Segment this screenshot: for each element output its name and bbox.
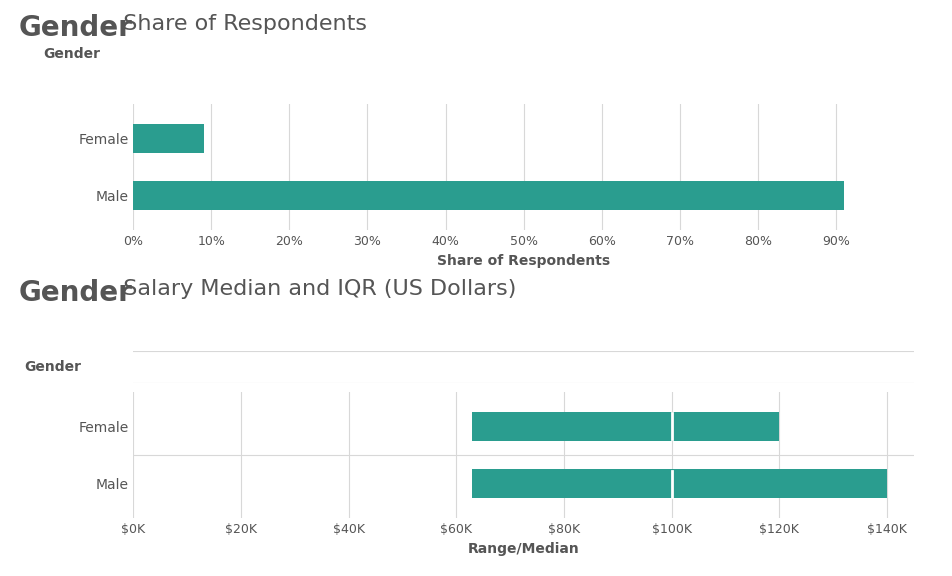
Text: Gender: Gender <box>44 47 101 60</box>
Bar <box>133 181 843 210</box>
Text: Gender: Gender <box>24 360 81 374</box>
Bar <box>133 124 204 153</box>
Text: Gender: Gender <box>19 279 133 308</box>
X-axis label: Share of Respondents: Share of Respondents <box>437 254 610 268</box>
Bar <box>472 412 672 441</box>
X-axis label: Range/Median: Range/Median <box>467 542 580 556</box>
Text: Share of Respondents: Share of Respondents <box>109 14 367 35</box>
Bar <box>672 412 780 441</box>
Text: Salary Median and IQR (US Dollars): Salary Median and IQR (US Dollars) <box>109 279 517 300</box>
Bar <box>672 469 887 498</box>
Text: Gender: Gender <box>19 14 133 43</box>
Bar <box>472 469 672 498</box>
